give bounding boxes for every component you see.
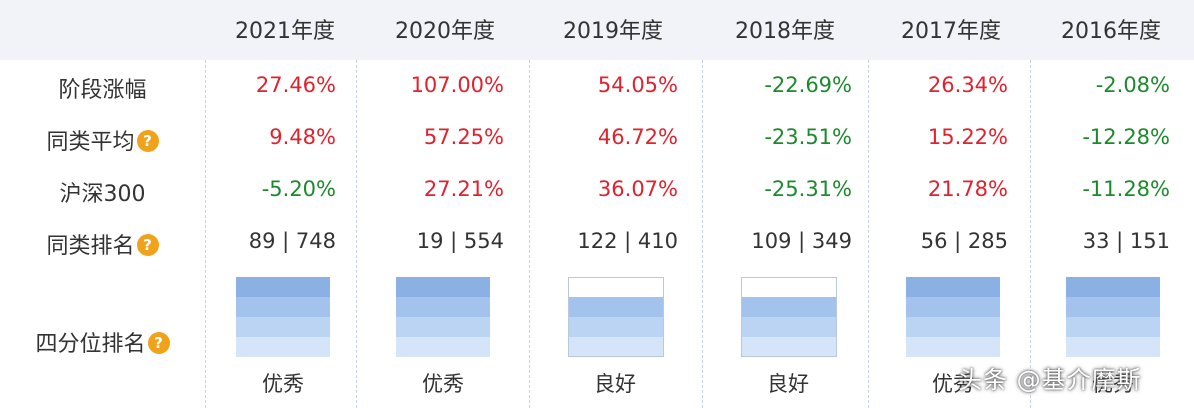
quartile-label-2021: 优秀 [262,372,304,396]
peer-rank-2020: 19 | 554 [416,229,504,253]
quartile-label-2020: 优秀 [422,372,464,396]
row-label-period-gain: 阶段涨幅 [0,72,205,104]
column-divider [868,60,869,408]
row-label-quartile: 四分位排名? [0,326,205,358]
period-gain-2020: 107.00% [410,73,504,97]
quartile-bar-2016 [1066,277,1160,357]
peer-average-2017: 15.22% [927,125,1008,149]
column-divider [529,60,530,408]
quartile-bar-2019 [568,277,664,357]
quartile-bar-2020 [396,277,490,357]
quartile-label-2016: 优秀 [1092,372,1134,396]
peer-average-2020: 57.25% [423,125,504,149]
row-label-csi300: 沪深300 [0,176,205,208]
period-gain-2019: 54.05% [597,73,678,97]
peer-average-2016: -12.28% [1082,125,1170,149]
csi300-2020: 27.21% [423,177,504,201]
year-header-2020: 2020年度 [395,19,495,44]
row-label-text: 四分位排名 [35,332,146,357]
peer-average-2021: 9.48% [269,125,336,149]
quartile-label-2018: 良好 [767,372,809,396]
quartile-label-2019: 良好 [594,372,636,396]
peer-rank-2021: 89 | 748 [248,229,336,253]
period-gain-2021: 27.46% [255,73,336,97]
quartile-label-2017: 优秀 [932,372,974,396]
quartile-bar-2018 [741,277,837,357]
peer-average-2019: 46.72% [597,125,678,149]
peer-rank-2016: 33 | 151 [1082,229,1170,253]
row-label-peer-average: 同类平均? [0,124,205,156]
csi300-2021: -5.20% [261,177,336,201]
csi300-2017: 21.78% [927,177,1008,201]
help-icon[interactable]: ? [136,130,159,152]
row-label-peer-rank: 同类排名? [0,228,205,260]
csi300-2018: -25.31% [764,177,852,201]
peer-average-2018: -23.51% [764,125,852,149]
quartile-bar-2021 [236,277,330,357]
column-divider [702,60,703,408]
peer-rank-2019: 122 | 410 [577,229,678,253]
year-header-2016: 2016年度 [1061,19,1161,44]
watermark: 头条 @基介摩斯 [958,366,1142,394]
period-gain-2018: -22.69% [764,73,852,97]
csi300-2019: 36.07% [597,177,678,201]
column-divider [356,60,357,408]
peer-rank-2017: 56 | 285 [920,229,1008,253]
row-label-text: 阶段涨幅 [58,78,147,103]
year-header-2018: 2018年度 [735,19,835,44]
column-divider [1030,60,1031,408]
csi300-2016: -11.28% [1082,177,1170,201]
peer-rank-2018: 109 | 349 [751,229,852,253]
period-gain-2017: 26.34% [927,73,1008,97]
row-label-text: 同类平均 [46,130,135,155]
quartile-bar-2017 [906,277,1000,357]
row-label-text: 同类排名 [46,234,135,259]
row-label-text: 沪深300 [59,182,146,207]
year-header-row [0,0,1194,60]
period-gain-2016: -2.08% [1095,73,1170,97]
year-header-2019: 2019年度 [563,19,663,44]
column-divider [205,60,206,408]
help-icon[interactable]: ? [136,234,159,256]
year-header-2017: 2017年度 [901,19,1001,44]
help-icon[interactable]: ? [147,332,170,354]
year-header-2021: 2021年度 [235,19,335,44]
